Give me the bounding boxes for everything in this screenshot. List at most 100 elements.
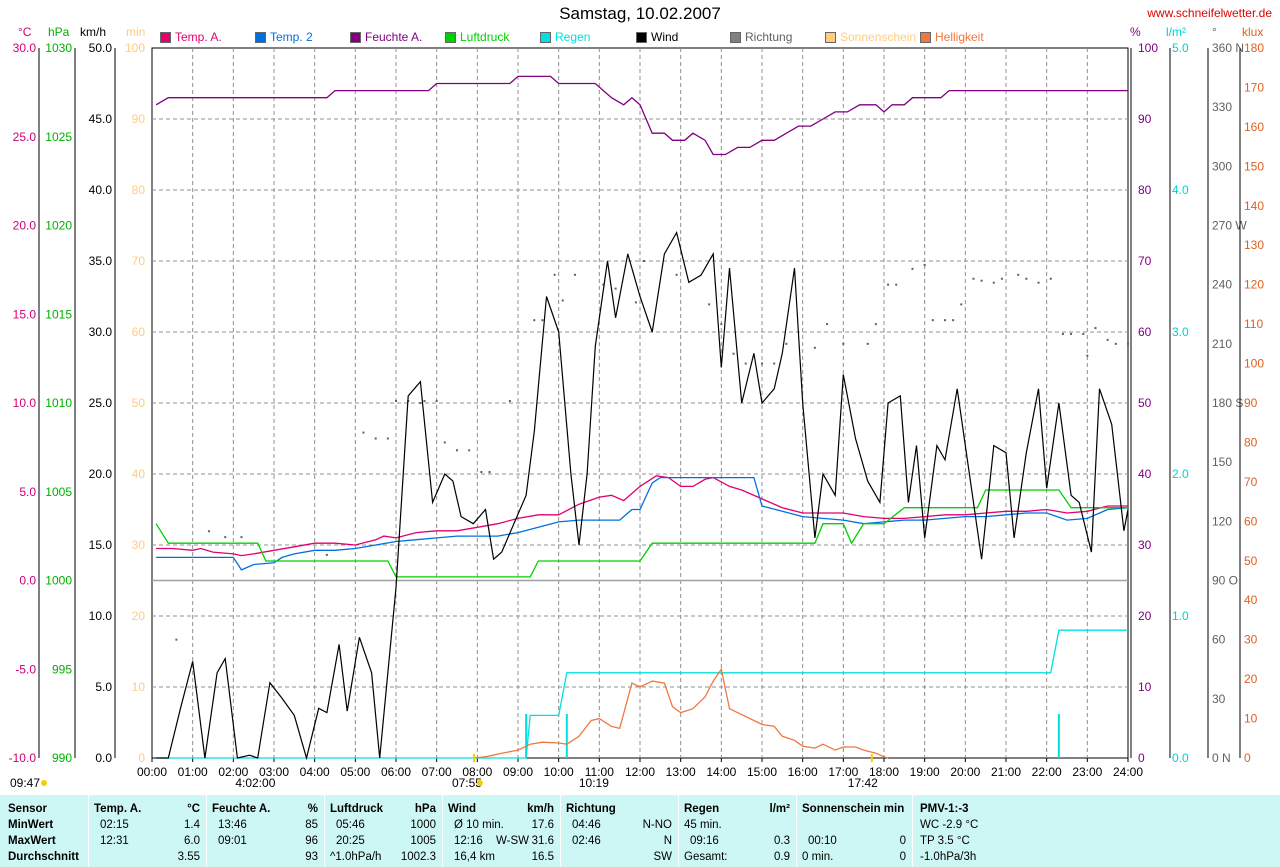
x-tick-label: 13:00 (666, 765, 696, 779)
x-tick-label: 17:00 (828, 765, 858, 779)
axis-tick-direction: 30 (1212, 692, 1226, 706)
x-tick-label: 22:00 (1032, 765, 1062, 779)
direction-r2-value: N (663, 835, 672, 847)
legend-item-richtung: Richtung (730, 30, 792, 44)
x-tick-label: 07:00 (422, 765, 452, 779)
direction-dot (419, 402, 422, 404)
axis-tick-direction: 60 (1212, 633, 1226, 647)
wind-avg-value: 16.5 (531, 851, 554, 863)
axis-tick-direction: 210 (1212, 337, 1232, 351)
axis-tick-rain: 3.0 (1172, 325, 1189, 339)
humidity-max-value: 96 (305, 835, 318, 847)
axis-tick-wind: 10.0 (89, 609, 113, 623)
legend-item-temp-2: Temp. 2 (255, 30, 313, 44)
direction-r1-value: N-NO (642, 819, 672, 831)
x-tick-label: 15:00 (747, 765, 777, 779)
x-tick-label: 03:00 (259, 765, 289, 779)
footer-direction-column: Richtung 04:46 N-NO 02:46 N SW (566, 801, 676, 867)
axis-tick-pressure: 1030 (45, 41, 72, 55)
axis-tick-brightness: 130 (1244, 238, 1264, 252)
direction-dot (468, 449, 471, 452)
axis-tick-wind: 30.0 (89, 325, 113, 339)
direction-header: Richtung (566, 803, 616, 815)
axis-tick-temp: 30.0 (13, 41, 37, 55)
weather-chart: 30.025.020.015.010.05.00.0-5.0-10.0°C103… (9, 25, 1265, 790)
direction-avg-value: SW (653, 851, 672, 863)
axis-tick-rain: 2.0 (1172, 467, 1189, 481)
direction-dot (931, 319, 934, 322)
axis-tick-humidity: 20 (1138, 609, 1152, 623)
axis-unit-pressure: hPa (48, 25, 70, 39)
website-link[interactable]: www.schneifelwetter.de (1147, 6, 1272, 20)
axis-tick-minutes: 50 (132, 396, 146, 410)
direction-dot (1114, 342, 1117, 345)
legend-label: Richtung (745, 30, 793, 44)
direction-dot (744, 362, 747, 365)
direction-dot (443, 441, 446, 444)
x-tick-label: 02:00 (218, 765, 248, 779)
rain-unit: l/m² (769, 803, 790, 815)
pressure-max-value: 1005 (410, 835, 436, 847)
rain-header: Regen (684, 803, 720, 815)
direction-dot (1025, 277, 1028, 280)
legend-swatch (540, 31, 551, 43)
x-tick-label: 19:00 (910, 765, 940, 779)
direction-dot (395, 400, 397, 403)
direction-dot (541, 319, 544, 322)
sensor-header: Sensor (8, 803, 47, 815)
pressure-max-time: 20:25 (336, 835, 365, 847)
series-feuchte-a- (155, 75, 1128, 156)
direction-dot (785, 342, 788, 345)
maxwert-label: MaxWert (8, 835, 56, 847)
pressure-trend: ^1.0hPa/h (330, 851, 382, 863)
wind-max-time: 12:16 (454, 835, 483, 847)
x-tick-label: 20:00 (950, 765, 980, 779)
axis-tick-humidity: 0 (1138, 751, 1145, 765)
direction-dot (553, 273, 556, 276)
pressure-unit: hPa (414, 803, 436, 815)
x-tick-label: 14:00 (706, 765, 736, 779)
direction-dot (923, 263, 926, 266)
axis-tick-rain: 1.0 (1172, 609, 1189, 623)
rain-duration: 45 min. (684, 819, 722, 831)
axis-tick-brightness: 160 (1244, 120, 1264, 134)
legend-label: Feuchte A. (365, 30, 423, 44)
legend-label: Temp. 2 (270, 30, 313, 44)
footer-sunshine-column: Sonnenschein min 00:10 0 0 min. 0 (802, 801, 910, 867)
wind-distance: 16,4 km (454, 851, 495, 863)
x-tick-label: 05:00 (340, 765, 370, 779)
direction-dot (1086, 354, 1089, 357)
direction-dot (842, 342, 845, 345)
axis-tick-temp: 5.0 (19, 485, 36, 499)
legend-swatch (350, 31, 361, 43)
direction-dot (992, 281, 995, 284)
rain-max-time: 09:16 (690, 835, 719, 847)
legend-item-feuchte-a-: Feuchte A. (350, 30, 422, 44)
axis-tick-temp: -5.0 (15, 662, 36, 676)
axis-tick-wind: 5.0 (95, 680, 112, 694)
direction-dot (423, 400, 426, 403)
legend-swatch (730, 31, 741, 43)
footer-rain-column: Regen l/m² 45 min. 09:16 0.3 Gesamt: 0.9 (684, 801, 794, 867)
axis-tick-wind: 40.0 (89, 183, 113, 197)
direction-dot (887, 283, 890, 286)
axis-tick-wind: 45.0 (89, 112, 113, 126)
legend-item-helligkeit: Helligkeit (920, 30, 984, 44)
x-tick-label: 12:00 (625, 765, 655, 779)
axis-tick-direction: 180 S (1212, 396, 1243, 410)
axis-tick-rain: 4.0 (1172, 183, 1189, 197)
temp-min-value: 1.4 (184, 819, 200, 831)
direction-dot (960, 303, 963, 306)
temp-max-value: 6.0 (184, 835, 200, 847)
humidity-max-time: 09:01 (218, 835, 247, 847)
axis-tick-direction: 90 O (1212, 574, 1238, 588)
axis-tick-pressure: 1015 (45, 307, 72, 321)
axis-tick-humidity: 30 (1138, 538, 1152, 552)
sunrise-time: 07:55 (452, 776, 482, 790)
x-tick-label: 09:00 (503, 765, 533, 779)
axis-tick-brightness: 70 (1244, 475, 1258, 489)
humidity-header: Feuchte A. (212, 803, 271, 815)
series-wind (156, 230, 1129, 761)
axis-tick-pressure: 1000 (45, 574, 72, 588)
temp-header: Temp. A. (94, 803, 142, 815)
